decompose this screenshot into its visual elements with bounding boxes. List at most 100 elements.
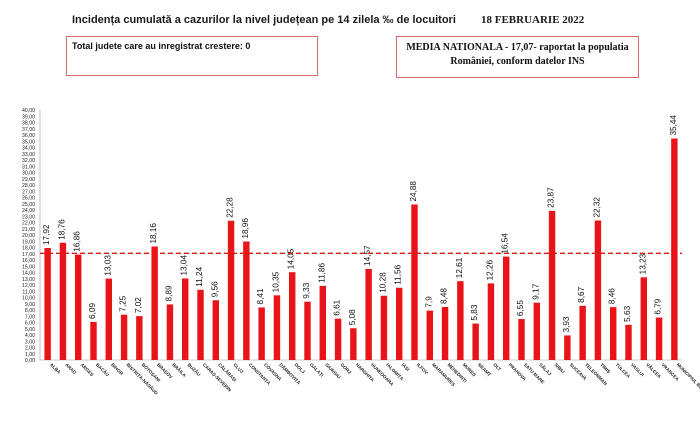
y-tick-label: 15,00 xyxy=(22,264,35,270)
y-tick-label: 12,00 xyxy=(22,283,35,289)
y-tick-label: 6,00 xyxy=(25,321,35,327)
data-label: 35,44 xyxy=(669,115,678,136)
data-label: 12,26 xyxy=(485,259,494,280)
bar xyxy=(380,295,388,360)
x-tick-label: VÂLCEA xyxy=(645,361,663,379)
x-tick-label: SIBIU xyxy=(553,362,566,375)
bar xyxy=(472,323,479,360)
national-average-line2: României, conform datelor INS xyxy=(450,56,585,67)
data-label: 11,24 xyxy=(195,266,204,286)
y-tick-label: 0,00 xyxy=(25,358,35,364)
national-average-line1: MEDIA NATIONALA - 17,07- raportat la pop… xyxy=(406,42,629,53)
data-label: 11,56 xyxy=(394,264,403,284)
data-label: 5,63 xyxy=(623,305,632,321)
x-tick-label: BRĂILA xyxy=(171,361,188,378)
y-tick-label: 19,00 xyxy=(22,239,35,245)
data-label: 6,61 xyxy=(333,299,342,315)
bar xyxy=(487,283,495,360)
data-label: 3,93 xyxy=(562,316,571,332)
data-label: 11,86 xyxy=(317,263,326,283)
bar xyxy=(120,314,128,360)
data-label: 8,41 xyxy=(256,288,265,304)
y-tick-label: 1,00 xyxy=(25,352,35,358)
y-tick-label: 20,00 xyxy=(22,233,35,239)
y-tick-label: 4,00 xyxy=(25,333,35,339)
data-label: 16,54 xyxy=(501,233,510,254)
bar xyxy=(166,304,174,360)
y-tick-label: 35,00 xyxy=(22,139,35,145)
data-label: 16,86 xyxy=(73,231,82,252)
y-tick-label: 28,00 xyxy=(22,183,35,189)
x-tick-label: IAȘI xyxy=(400,362,411,373)
bar xyxy=(625,324,632,360)
bar xyxy=(655,317,663,360)
y-tick-label: 38,00 xyxy=(22,121,35,127)
bar xyxy=(227,220,235,360)
y-tick-label: 21,00 xyxy=(22,227,35,233)
y-tick-label: 32,00 xyxy=(22,158,35,164)
x-tick-label: GORJ xyxy=(339,362,352,375)
x-tick-label: SĂLAJ xyxy=(538,361,553,376)
y-tick-label: 14,00 xyxy=(22,271,35,277)
x-tick-label: GALAȚI xyxy=(309,362,325,378)
data-label: 6,09 xyxy=(88,303,97,319)
y-tick-label: 39,00 xyxy=(22,114,35,120)
bar xyxy=(548,210,556,360)
y-tick-label: 16,00 xyxy=(22,258,35,264)
data-label: 8,67 xyxy=(577,286,586,302)
bar xyxy=(503,256,510,360)
bar xyxy=(671,138,678,360)
growth-info-box: Total judete care au inregistrat crester… xyxy=(66,36,318,76)
bar xyxy=(610,307,617,360)
bar xyxy=(258,307,265,360)
y-tick-label: 34,00 xyxy=(22,146,35,152)
y-tick-label: 31,00 xyxy=(22,164,35,170)
bar xyxy=(289,272,296,360)
x-tick-label: OLT xyxy=(492,362,502,372)
x-tick-label: TULCEA xyxy=(615,362,632,379)
bar xyxy=(273,295,281,360)
x-tick-label: MUNICIPIUL BUCUREȘTI xyxy=(675,362,700,405)
bar xyxy=(136,316,143,360)
bar xyxy=(594,220,602,360)
y-tick-label: 10,00 xyxy=(22,296,35,302)
x-tick-label: CARAȘ-SEVERIN xyxy=(201,362,233,394)
y-tick-label: 18,00 xyxy=(22,246,35,252)
growth-info-text: Total judete care au inregistrat crester… xyxy=(72,41,251,51)
data-label: 8,46 xyxy=(608,288,617,304)
data-label: 9,56 xyxy=(210,281,219,297)
y-tick-label: 36,00 xyxy=(22,133,35,139)
data-label: 8,48 xyxy=(440,288,449,304)
data-label: 9,33 xyxy=(302,282,311,298)
y-tick-label: 25,00 xyxy=(22,202,35,208)
y-tick-label: 7,00 xyxy=(25,314,35,320)
x-tick-label: BIHOR xyxy=(110,362,124,376)
data-label: 17,92 xyxy=(42,224,51,245)
data-label: 5,83 xyxy=(470,304,479,320)
data-label: 8,89 xyxy=(164,285,173,301)
data-label: 18,76 xyxy=(57,219,66,240)
data-label: 13,04 xyxy=(180,255,189,276)
bar xyxy=(457,281,464,360)
y-tick-label: 30,00 xyxy=(22,171,35,177)
data-label: 13,03 xyxy=(103,255,112,276)
x-tick-label: ALBA xyxy=(49,362,62,375)
x-tick-label: BACĂU xyxy=(95,361,111,377)
bar xyxy=(365,268,372,360)
data-label: 12,61 xyxy=(455,257,464,278)
y-tick-label: 17,00 xyxy=(22,252,35,258)
bar xyxy=(59,242,67,360)
bar xyxy=(426,310,433,360)
bar xyxy=(319,285,326,360)
data-label: 5,08 xyxy=(348,309,357,325)
report-date: 18 FEBRUARIE 2022 xyxy=(481,14,585,26)
bar xyxy=(197,289,204,360)
x-tick-label: ILFOV xyxy=(416,362,430,376)
bar xyxy=(564,335,571,360)
y-tick-label: 40,00 xyxy=(22,108,35,114)
bar xyxy=(579,305,586,360)
data-label: 23,87 xyxy=(547,187,556,208)
data-label: 10,35 xyxy=(271,271,280,292)
bar xyxy=(243,241,250,360)
